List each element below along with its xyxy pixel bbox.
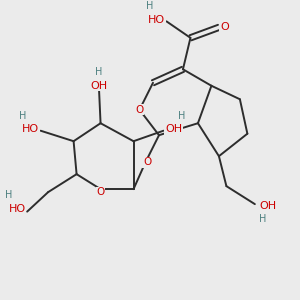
Text: HO: HO (148, 15, 165, 25)
Text: O: O (96, 187, 105, 197)
Text: OH: OH (260, 201, 277, 211)
Text: H: H (95, 67, 103, 77)
Text: O: O (220, 22, 229, 32)
Text: H: H (19, 111, 26, 121)
Text: O: O (143, 157, 151, 167)
Text: H: H (146, 2, 153, 11)
Text: OH: OH (91, 81, 108, 91)
Text: OH: OH (165, 124, 182, 134)
Text: H: H (178, 111, 186, 121)
Text: H: H (5, 190, 13, 200)
Text: HO: HO (22, 124, 39, 134)
Text: H: H (260, 214, 267, 224)
Text: O: O (135, 105, 144, 115)
Text: HO: HO (8, 204, 26, 214)
